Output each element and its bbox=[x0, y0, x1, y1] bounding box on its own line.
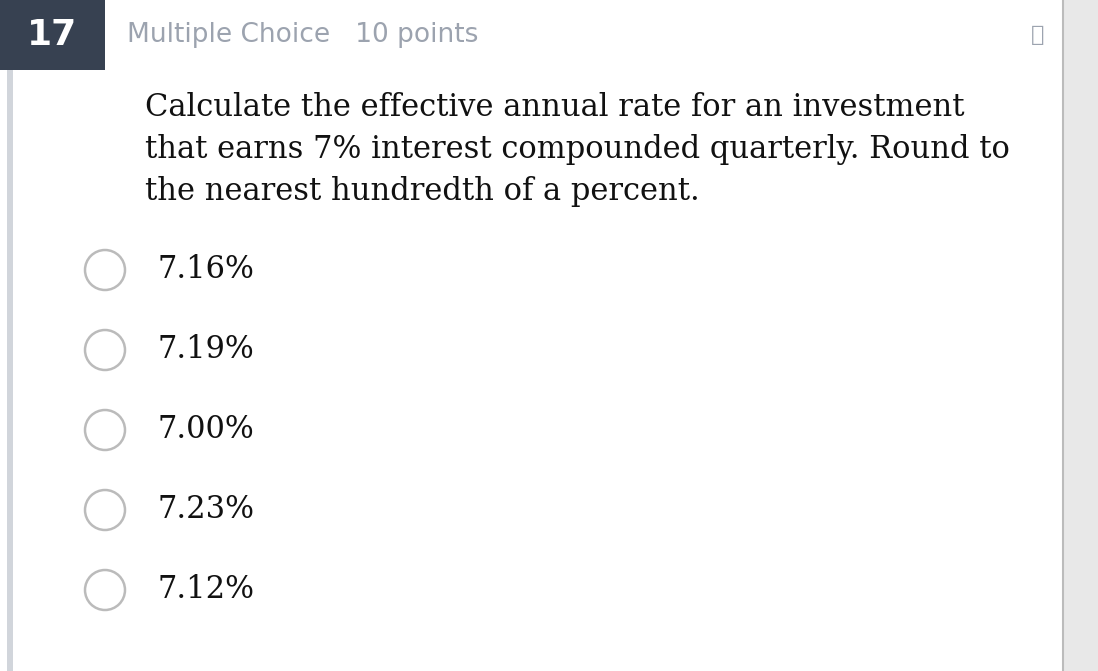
FancyBboxPatch shape bbox=[0, 0, 1063, 671]
Text: that earns 7% interest compounded quarterly. Round to: that earns 7% interest compounded quarte… bbox=[145, 134, 1010, 165]
Circle shape bbox=[85, 250, 125, 290]
FancyBboxPatch shape bbox=[0, 0, 105, 70]
Text: 7.19%: 7.19% bbox=[158, 335, 255, 366]
Text: 7.23%: 7.23% bbox=[158, 495, 255, 525]
Text: 📌: 📌 bbox=[1031, 25, 1044, 45]
Text: 7.16%: 7.16% bbox=[158, 254, 255, 285]
Circle shape bbox=[85, 330, 125, 370]
Circle shape bbox=[85, 570, 125, 610]
Text: Multiple Choice   10 points: Multiple Choice 10 points bbox=[127, 22, 479, 48]
Circle shape bbox=[85, 490, 125, 530]
Circle shape bbox=[85, 410, 125, 450]
Text: 7.00%: 7.00% bbox=[158, 415, 255, 446]
Text: Calculate the effective annual rate for an investment: Calculate the effective annual rate for … bbox=[145, 92, 964, 123]
Text: 17: 17 bbox=[27, 18, 78, 52]
Text: the nearest hundredth of a percent.: the nearest hundredth of a percent. bbox=[145, 176, 699, 207]
FancyBboxPatch shape bbox=[7, 70, 12, 671]
Text: 7.12%: 7.12% bbox=[158, 574, 255, 605]
